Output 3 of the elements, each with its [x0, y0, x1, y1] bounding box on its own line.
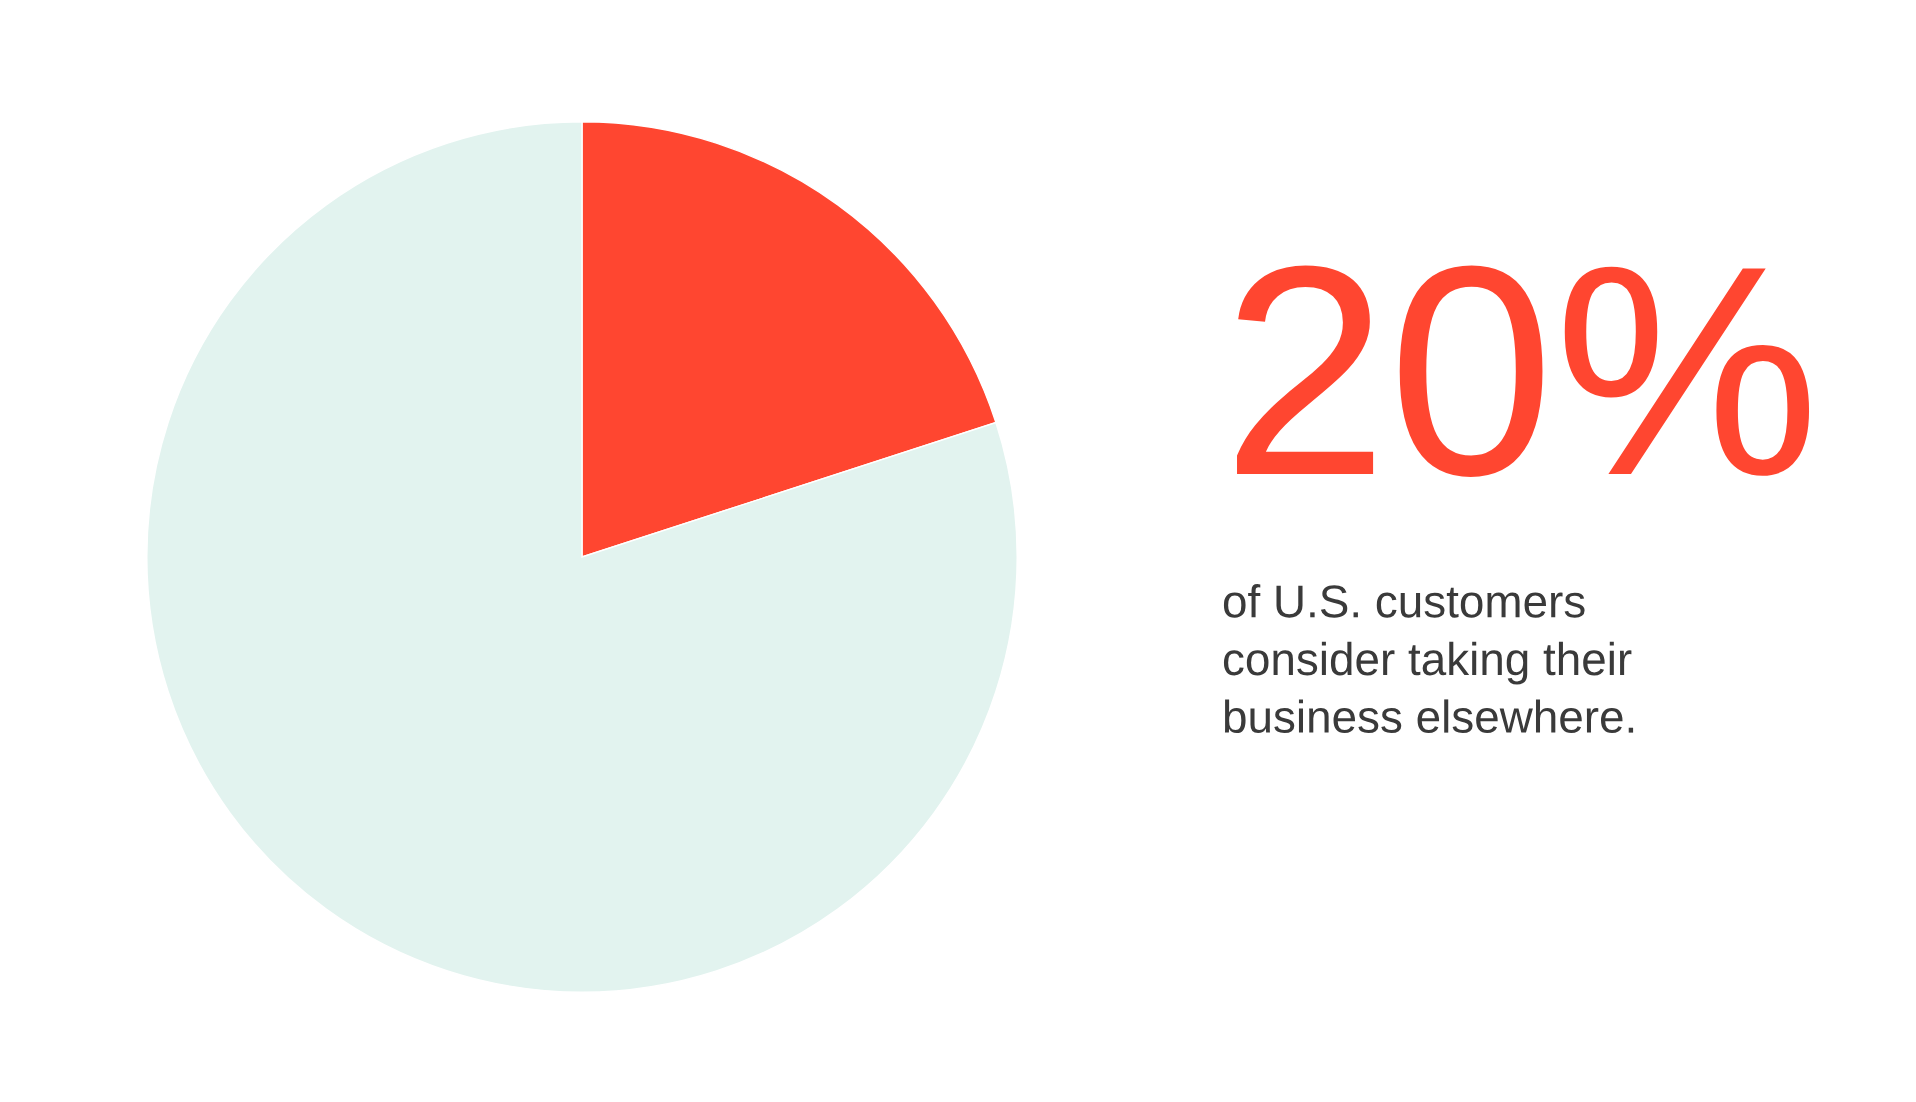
pie-slice — [146, 121, 1018, 993]
text: of U.S. customers consider taking their business elsewhere. — [1223, 584, 1634, 734]
data-label: 20% — [1237, 265, 1810, 477]
